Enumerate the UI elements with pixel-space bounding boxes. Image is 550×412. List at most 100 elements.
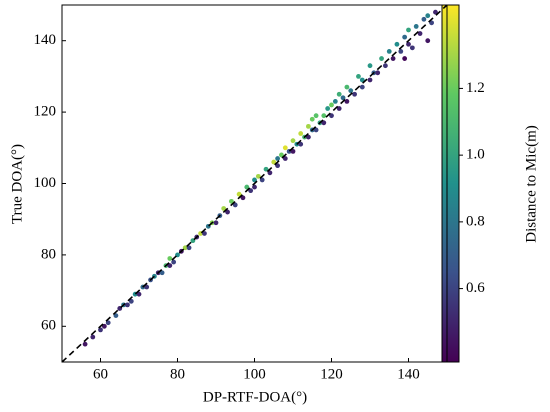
point: [321, 120, 327, 126]
reference-line: [61, 4, 448, 363]
point: [367, 77, 373, 83]
x-tick-label: 80: [170, 366, 185, 382]
x-tick-label: 140: [397, 366, 420, 382]
point: [167, 263, 173, 269]
point: [306, 134, 311, 140]
point: [101, 323, 107, 329]
point: [309, 116, 315, 122]
point: [298, 141, 304, 147]
point: [325, 106, 331, 111]
point: [344, 98, 350, 104]
point: [98, 327, 103, 333]
y-axis-label: True DOA(°): [9, 144, 25, 224]
point: [182, 245, 188, 251]
point: [232, 202, 238, 208]
point: [313, 113, 319, 119]
point: [240, 195, 246, 201]
point: [171, 259, 177, 265]
point: [236, 191, 242, 197]
point: [167, 256, 173, 261]
colorbar-tick-label: 0.6: [466, 280, 485, 296]
point: [348, 88, 354, 94]
point: [359, 77, 365, 83]
point: [282, 156, 288, 161]
point: [298, 131, 304, 136]
point: [421, 16, 427, 22]
point: [383, 63, 388, 69]
point: [433, 9, 438, 15]
point: [306, 123, 311, 129]
point: [375, 70, 381, 76]
point: [329, 113, 334, 119]
point: [352, 91, 357, 97]
y-tick-label: 140: [34, 32, 57, 48]
point: [417, 31, 423, 36]
point: [105, 320, 111, 326]
point: [367, 63, 373, 69]
point: [359, 84, 365, 90]
point: [144, 284, 150, 290]
point: [290, 138, 296, 144]
colorbar-tick-label: 1.2: [466, 80, 485, 96]
point: [90, 334, 96, 340]
colorbar-tick-label: 1.0: [466, 147, 485, 163]
point: [128, 298, 134, 304]
point: [282, 145, 288, 151]
point: [136, 291, 142, 297]
point: [402, 34, 408, 40]
point: [125, 302, 130, 308]
point: [398, 49, 404, 54]
y-tick-label: 80: [41, 246, 56, 262]
point: [386, 49, 392, 54]
point: [394, 41, 400, 47]
x-axis-label: DP-RTF-DOA(°): [203, 389, 307, 405]
point: [221, 206, 227, 211]
point: [390, 56, 396, 61]
point: [344, 84, 350, 90]
point: [313, 127, 319, 133]
x-tick-label: 60: [93, 366, 108, 382]
colorbar: [441, 4, 460, 363]
point: [159, 270, 165, 276]
point: [402, 56, 408, 61]
point: [248, 188, 254, 194]
point: [409, 45, 415, 51]
point: [252, 177, 257, 183]
point: [329, 102, 334, 108]
colorbar-label: Distance to Mic(m): [523, 125, 539, 242]
point: [82, 341, 88, 347]
point: [332, 98, 338, 104]
point: [271, 159, 277, 165]
point: [290, 148, 296, 154]
y-tick-label: 100: [34, 175, 57, 191]
x-tick-label: 100: [243, 366, 266, 382]
point: [425, 13, 431, 19]
point: [356, 74, 361, 79]
point: [244, 184, 250, 190]
point: [275, 156, 280, 161]
colorbar-tick-label: 0.8: [466, 213, 485, 229]
y-tick-label: 120: [34, 104, 57, 120]
point: [267, 170, 273, 176]
point: [406, 27, 411, 33]
point: [252, 184, 257, 190]
point: [225, 209, 230, 215]
point: [263, 166, 269, 172]
point: [186, 245, 192, 251]
point: [275, 163, 280, 169]
point: [255, 173, 261, 179]
point: [321, 113, 327, 119]
point: [202, 231, 207, 236]
y-tick-label: 60: [41, 318, 56, 334]
point: [336, 91, 342, 97]
point: [259, 177, 265, 183]
point: [413, 24, 419, 29]
point: [229, 198, 234, 204]
x-tick-label: 120: [320, 366, 343, 382]
point: [279, 152, 284, 158]
point: [340, 95, 346, 101]
point: [379, 56, 384, 61]
point: [425, 38, 431, 44]
point: [429, 20, 434, 26]
